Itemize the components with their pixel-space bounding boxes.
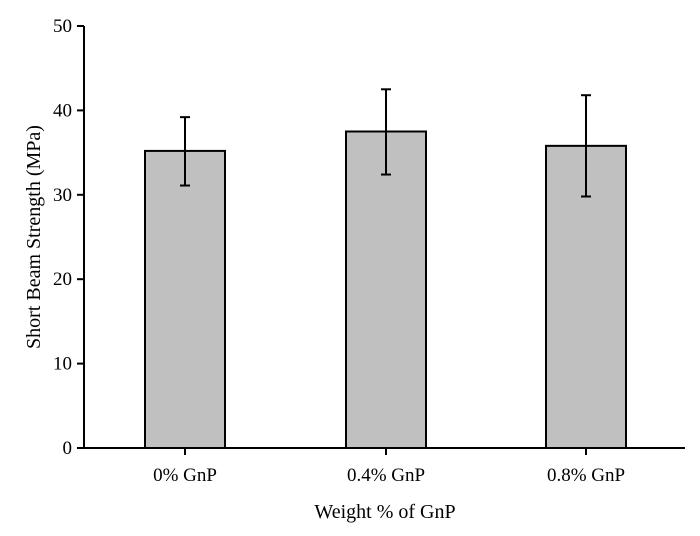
x-tick-label: 0.4% GnP: [347, 465, 425, 486]
y-tick-label: 40: [53, 100, 72, 121]
error-bar-2: [381, 88, 391, 176]
x-tick-label: 0% GnP: [153, 465, 217, 486]
y-tick-label: 10: [53, 354, 72, 375]
bar-1: [144, 149, 226, 450]
error-bar-1: [180, 116, 190, 187]
y-tick-label: 30: [53, 185, 72, 206]
x-axis-title: Weight % of GnP: [314, 501, 455, 523]
y-tick-label: 0: [63, 438, 73, 459]
plot-area: 0% GnP 0.4% GnP 0.8% GnP 0 10 20 30 40 50: [53, 16, 685, 486]
x-tick-label: 0.8% GnP: [547, 465, 625, 486]
y-tick-label: 50: [53, 16, 72, 37]
error-bar-3: [581, 94, 591, 198]
bar-2: [345, 130, 427, 449]
y-tick-label: 20: [53, 269, 72, 290]
y-axis-title: Short Beam Strength (MPa): [23, 125, 45, 349]
